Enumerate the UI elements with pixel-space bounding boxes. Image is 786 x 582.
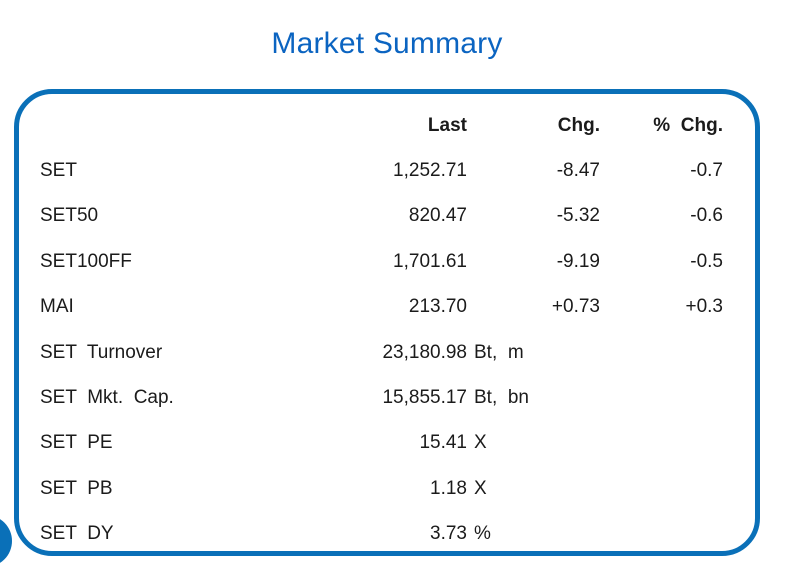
row-unit: X (474, 432, 487, 454)
table-row: SET DY 3.73 % (40, 512, 723, 557)
row-pct-chg-value: -0.5 (690, 250, 723, 272)
row-chg-value: -5.32 (556, 205, 600, 227)
row-label: SET PE (40, 432, 113, 454)
table-row: SET100FF 1,701.61 -9.19 -0.5 (40, 239, 723, 284)
row-chg-value: -8.47 (556, 160, 600, 182)
row-last-value: 15,855.17 (382, 387, 467, 409)
page-title: Market Summary (271, 27, 503, 60)
row-last-value: 1.18 (430, 477, 467, 499)
row-last-value: 1,701.61 (393, 250, 467, 272)
header-last: Last (427, 114, 467, 136)
row-last-value: 3.73 (430, 523, 467, 545)
row-unit: Bt, bn (474, 387, 529, 409)
row-unit: Bt, m (474, 341, 524, 363)
row-pct-chg-value: +0.3 (685, 296, 723, 318)
row-label: SET Mkt. Cap. (40, 387, 174, 409)
row-chg-value: +0.73 (551, 296, 600, 318)
market-summary-table: Last Chg. % Chg. SET 1,252.71 -8.47 -0.7… (40, 103, 723, 557)
row-label: SET DY (40, 523, 114, 545)
row-label: SET Turnover (40, 341, 163, 363)
row-label: SET (40, 160, 77, 182)
table-row: SET PE 15.41 X (40, 421, 723, 466)
table-row: SET Turnover 23,180.98 Bt, m (40, 330, 723, 375)
table-row: SET Mkt. Cap. 15,855.17 Bt, bn (40, 375, 723, 420)
row-last-value: 820.47 (408, 205, 467, 227)
row-label: SET100FF (40, 250, 132, 272)
row-last-value: 1,252.71 (393, 160, 467, 182)
row-unit: % (474, 523, 491, 545)
decorative-circle (0, 515, 12, 567)
market-summary-card: Last Chg. % Chg. SET 1,252.71 -8.47 -0.7… (14, 89, 760, 556)
row-label: SET50 (40, 205, 99, 227)
row-last-value: 15.41 (419, 432, 467, 454)
table-header-row: Last Chg. % Chg. (40, 103, 723, 148)
row-pct-chg-value: -0.6 (690, 205, 723, 227)
row-last-value: 23,180.98 (382, 341, 467, 363)
table-row: SET 1,252.71 -8.47 -0.7 (40, 148, 723, 193)
row-unit: X (474, 477, 487, 499)
table-row: SET PB 1.18 X (40, 466, 723, 511)
header-chg: Chg. (557, 114, 600, 136)
table-row: SET50 820.47 -5.32 -0.6 (40, 194, 723, 239)
table-row: MAI 213.70 +0.73 +0.3 (40, 285, 723, 330)
header-pct-chg: % Chg. (653, 114, 723, 136)
row-label: SET PB (40, 477, 113, 499)
table-rows: SET 1,252.71 -8.47 -0.7 SET50 820.47 -5.… (40, 148, 723, 557)
row-pct-chg-value: -0.7 (690, 160, 723, 182)
row-chg-value: -9.19 (556, 250, 600, 272)
row-last-value: 213.70 (408, 296, 467, 318)
row-label: MAI (40, 296, 74, 318)
